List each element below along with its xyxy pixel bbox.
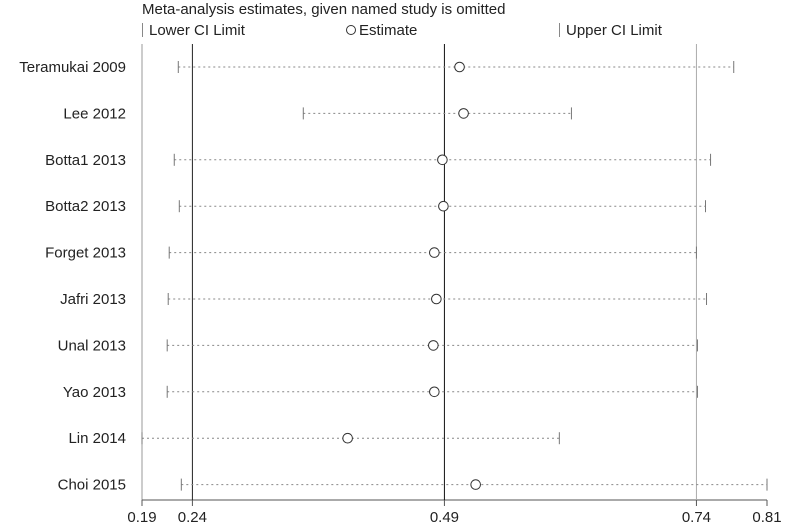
x-tick-label: 0.49 xyxy=(430,509,459,526)
estimate-point xyxy=(429,386,440,398)
x-tick-label: 0.81 xyxy=(752,509,781,526)
study-label: Lee 2012 xyxy=(63,105,126,122)
estimate-point xyxy=(470,479,481,490)
study-label: Yao 2013 xyxy=(63,384,126,401)
estimate-point xyxy=(454,61,465,73)
study-label: Botta1 2013 xyxy=(45,152,126,169)
study-label: Lin 2014 xyxy=(68,430,126,447)
upper-ci-marker-icon xyxy=(559,23,560,37)
legend-upper: Upper CI Limit xyxy=(559,22,662,39)
legend-lower-label: Lower CI Limit xyxy=(149,22,245,39)
legend-upper-label: Upper CI Limit xyxy=(566,22,662,39)
estimate-point xyxy=(429,247,440,258)
x-tick-label: 0.19 xyxy=(127,509,156,526)
study-label: Botta2 2013 xyxy=(45,198,126,215)
x-tick-label: 0.24 xyxy=(178,509,207,526)
estimate-point xyxy=(342,432,353,444)
legend-estimate: Estimate xyxy=(346,22,417,39)
study-label: Unal 2013 xyxy=(58,337,126,354)
legend-lower: Lower CI Limit xyxy=(142,22,245,39)
chart-title: Meta-analysis estimates, given named stu… xyxy=(142,1,506,18)
estimate-point xyxy=(437,154,448,166)
study-label: Jafri 2013 xyxy=(60,291,126,308)
estimate-point xyxy=(438,200,449,212)
legend-estimate-label: Estimate xyxy=(359,22,418,39)
estimate-point xyxy=(428,340,439,351)
study-label: Teramukai 2009 xyxy=(19,59,126,76)
study-label: Forget 2013 xyxy=(45,245,126,262)
lower-ci-marker-icon xyxy=(142,23,143,37)
x-tick-label: 0.74 xyxy=(682,509,711,526)
estimate-circle-icon xyxy=(346,25,356,35)
estimate-point xyxy=(431,293,442,305)
study-label: Choi 2015 xyxy=(58,477,126,494)
estimate-point xyxy=(458,108,469,119)
